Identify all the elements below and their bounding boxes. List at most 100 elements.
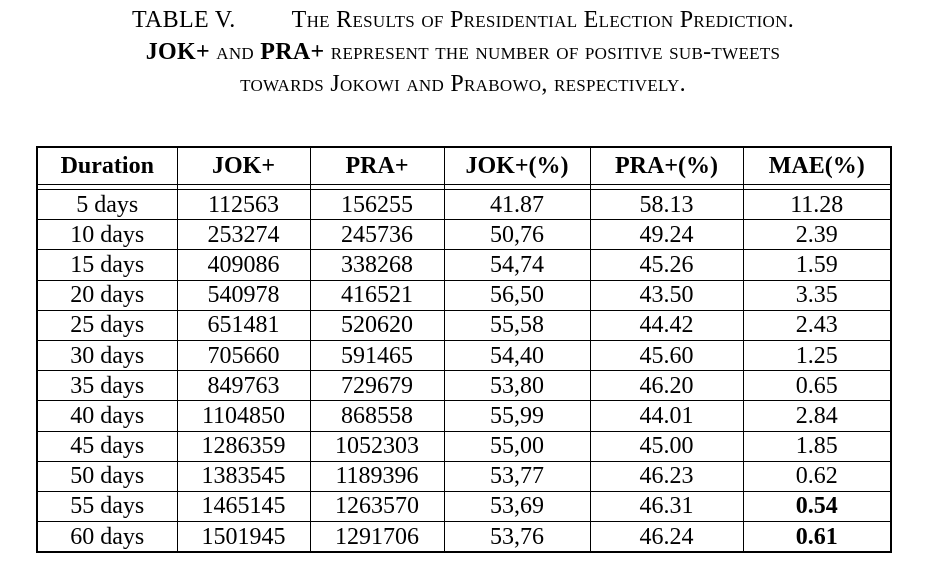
cell-jok: 705660 bbox=[176, 340, 311, 372]
caption-line-3-text: towards Jokowi and Prabowo, respectively… bbox=[240, 71, 686, 97]
cell-duration: 5 days bbox=[36, 189, 178, 221]
cell-duration: 50 days bbox=[36, 461, 178, 492]
table-row: 35 days 849763 729679 53,80 46.20 0.65 bbox=[36, 370, 892, 402]
cell-pra: 591465 bbox=[309, 340, 445, 372]
cell-jok: 651481 bbox=[176, 310, 311, 341]
cell-duration: 25 days bbox=[36, 310, 178, 341]
cell-pra-percent: 44.01 bbox=[589, 400, 744, 432]
caption-title: The Results of Presidential Election Pre… bbox=[291, 7, 794, 33]
cell-pra-percent: 46.24 bbox=[589, 521, 744, 553]
cell-duration: 45 days bbox=[36, 431, 178, 462]
cell-pra-percent: 45.60 bbox=[589, 340, 744, 372]
table-row: 30 days 705660 591465 54,40 45.60 1.25 bbox=[36, 340, 892, 372]
cell-duration: 10 days bbox=[36, 219, 178, 251]
cell-jok: 1501945 bbox=[176, 521, 311, 553]
cell-mae-percent: 3.35 bbox=[742, 280, 892, 311]
table-label: TABLE V. bbox=[132, 7, 236, 33]
cell-jok: 1286359 bbox=[176, 431, 311, 462]
table-body: 5 days 112563 156255 41.87 58.13 11.28 10 days… bbox=[36, 189, 892, 553]
cell-pra-percent: 46.20 bbox=[589, 370, 744, 402]
table-row: 5 days 112563 156255 41.87 58.13 11.28 bbox=[36, 189, 892, 221]
header-gap-row bbox=[36, 184, 892, 190]
cell-pra: 520620 bbox=[309, 310, 445, 341]
cell-mae-percent: 0.54 bbox=[742, 491, 892, 523]
table-row: 10 days 253274 245736 50,76 49.24 2.39 bbox=[36, 219, 892, 251]
cell-mae-percent: 11.28 bbox=[742, 189, 892, 221]
header-pra-percent: PRA+(%) bbox=[589, 147, 744, 185]
cell-jok-percent: 56,50 bbox=[443, 280, 591, 311]
cell-jok: 1383545 bbox=[176, 461, 311, 492]
cell-pra-percent: 45.00 bbox=[589, 431, 744, 462]
table-row: 20 days 540978 416521 56,50 43.50 3.35 bbox=[36, 280, 892, 311]
cell-mae-percent: 2.43 bbox=[742, 310, 892, 341]
cell-pra: 1263570 bbox=[309, 491, 445, 523]
table-caption: TABLE V. The Results of Presidential Elec… bbox=[0, 4, 926, 100]
cell-duration: 35 days bbox=[36, 370, 178, 402]
cell-jok: 1104850 bbox=[176, 400, 311, 432]
header-duration: Duration bbox=[36, 147, 178, 185]
cell-jok-percent: 54,40 bbox=[443, 340, 591, 372]
table-row: 40 days 1104850 868558 55,99 44.01 2.84 bbox=[36, 400, 892, 432]
cell-jok-percent: 55,99 bbox=[443, 400, 591, 432]
header-jok-percent: JOK+(%) bbox=[443, 147, 591, 185]
cell-duration: 60 days bbox=[36, 521, 178, 553]
results-table: Duration JOK+ PRA+ JOK+(%) PRA+(%) MAE(%… bbox=[36, 146, 892, 554]
cell-pra: 338268 bbox=[309, 249, 445, 281]
caption-jok-term: JOK+ bbox=[145, 39, 210, 65]
cell-duration: 40 days bbox=[36, 400, 178, 432]
results-table-container: Duration JOK+ PRA+ JOK+(%) PRA+(%) MAE(%… bbox=[36, 146, 892, 554]
header-pra: PRA+ bbox=[309, 147, 445, 185]
cell-duration: 55 days bbox=[36, 491, 178, 523]
caption-line-2-rest: represent the number of positive sub-twe… bbox=[324, 39, 781, 65]
cell-pra: 1189396 bbox=[309, 461, 445, 492]
cell-mae-percent: 1.25 bbox=[742, 340, 892, 372]
cell-jok: 1465145 bbox=[176, 491, 311, 523]
cell-jok: 849763 bbox=[176, 370, 311, 402]
cell-duration: 20 days bbox=[36, 280, 178, 311]
gap-cell bbox=[742, 184, 892, 190]
cell-duration: 30 days bbox=[36, 340, 178, 372]
cell-jok-percent: 53,76 bbox=[443, 521, 591, 553]
caption-line-3: towards Jokowi and Prabowo, respectively… bbox=[0, 68, 926, 100]
cell-mae-percent: 0.61 bbox=[742, 521, 892, 553]
cell-mae-percent: 1.85 bbox=[742, 431, 892, 462]
cell-jok-percent: 54,74 bbox=[443, 249, 591, 281]
cell-pra: 1291706 bbox=[309, 521, 445, 553]
cell-pra: 1052303 bbox=[309, 431, 445, 462]
table-row: 25 days 651481 520620 55,58 44.42 2.43 bbox=[36, 310, 892, 341]
cell-jok: 540978 bbox=[176, 280, 311, 311]
table-row: 15 days 409086 338268 54,74 45.26 1.59 bbox=[36, 249, 892, 281]
cell-jok-percent: 41.87 bbox=[443, 189, 591, 221]
cell-pra: 729679 bbox=[309, 370, 445, 402]
cell-pra: 156255 bbox=[309, 189, 445, 221]
cell-jok: 112563 bbox=[176, 189, 311, 221]
cell-pra-percent: 49.24 bbox=[589, 219, 744, 251]
cell-jok-percent: 50,76 bbox=[443, 219, 591, 251]
table-row: 55 days 1465145 1263570 53,69 46.31 0.54 bbox=[36, 491, 892, 523]
cell-pra-percent: 45.26 bbox=[589, 249, 744, 281]
cell-pra: 868558 bbox=[309, 400, 445, 432]
caption-line-2: JOK+ and PRA+ represent the number of po… bbox=[0, 36, 926, 68]
header-row: Duration JOK+ PRA+ JOK+(%) PRA+(%) MAE(%… bbox=[36, 147, 892, 185]
caption-and: and bbox=[209, 39, 261, 65]
cell-pra: 416521 bbox=[309, 280, 445, 311]
cell-jok-percent: 53,69 bbox=[443, 491, 591, 523]
cell-jok-percent: 55,00 bbox=[443, 431, 591, 462]
cell-jok-percent: 55,58 bbox=[443, 310, 591, 341]
table-row: 45 days 1286359 1052303 55,00 45.00 1.85 bbox=[36, 431, 892, 462]
caption-pra-term: PRA+ bbox=[260, 39, 325, 65]
cell-pra-percent: 46.31 bbox=[589, 491, 744, 523]
cell-jok: 409086 bbox=[176, 249, 311, 281]
cell-jok-percent: 53,80 bbox=[443, 370, 591, 402]
table-row: 50 days 1383545 1189396 53,77 46.23 0.62 bbox=[36, 461, 892, 492]
cell-mae-percent: 1.59 bbox=[742, 249, 892, 281]
cell-pra-percent: 46.23 bbox=[589, 461, 744, 492]
cell-pra-percent: 58.13 bbox=[589, 189, 744, 221]
cell-mae-percent: 0.62 bbox=[742, 461, 892, 492]
cell-jok-percent: 53,77 bbox=[443, 461, 591, 492]
cell-mae-percent: 2.84 bbox=[742, 400, 892, 432]
cell-duration: 15 days bbox=[36, 249, 178, 281]
cell-pra-percent: 43.50 bbox=[589, 280, 744, 311]
cell-pra: 245736 bbox=[309, 219, 445, 251]
cell-pra-percent: 44.42 bbox=[589, 310, 744, 341]
